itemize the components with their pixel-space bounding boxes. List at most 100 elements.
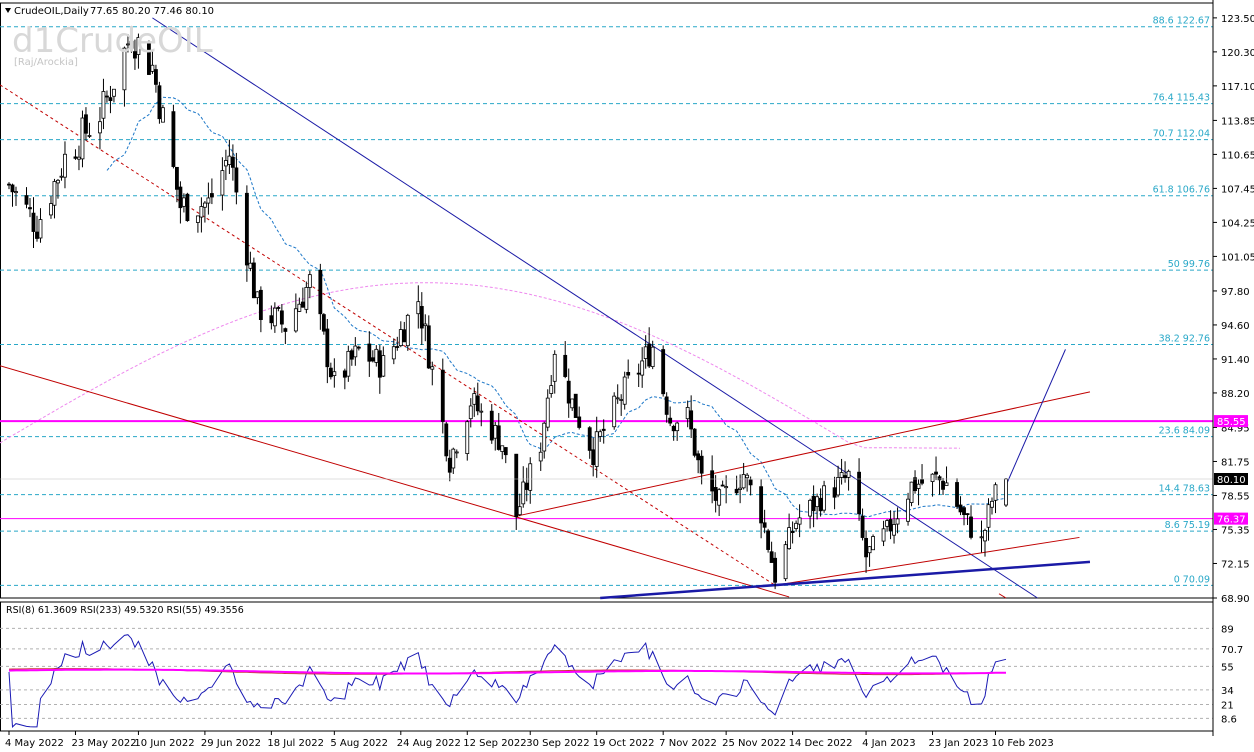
candle[interactable] xyxy=(846,469,851,491)
candle[interactable] xyxy=(906,492,910,526)
candle[interactable] xyxy=(913,470,917,494)
candle[interactable] xyxy=(126,33,130,53)
candle[interactable] xyxy=(549,375,554,398)
candle[interactable] xyxy=(955,478,959,510)
candle[interactable] xyxy=(479,403,484,427)
candle[interactable] xyxy=(395,336,400,351)
candle[interactable] xyxy=(202,201,207,223)
candle[interactable] xyxy=(832,476,837,510)
candle[interactable] xyxy=(234,152,239,205)
trendline-channel-lower[interactable] xyxy=(775,536,1080,586)
candle[interactable] xyxy=(391,338,396,365)
candle[interactable] xyxy=(367,331,372,377)
candle[interactable] xyxy=(615,384,620,404)
candle[interactable] xyxy=(500,445,505,460)
candle[interactable] xyxy=(762,509,767,534)
candle[interactable] xyxy=(601,419,606,444)
candle[interactable] xyxy=(570,398,575,411)
candle[interactable] xyxy=(983,528,987,557)
candle[interactable] xyxy=(797,504,802,538)
candle[interactable] xyxy=(594,416,599,478)
candle[interactable] xyxy=(881,520,886,547)
candle[interactable] xyxy=(220,157,225,211)
candle[interactable] xyxy=(444,421,449,462)
candle[interactable] xyxy=(787,513,792,550)
candle[interactable] xyxy=(209,178,214,205)
candle[interactable] xyxy=(958,496,963,516)
candle[interactable] xyxy=(528,457,533,504)
candle[interactable] xyxy=(822,480,827,513)
candle[interactable] xyxy=(251,257,256,299)
candle[interactable] xyxy=(892,511,896,544)
candle[interactable] xyxy=(640,347,645,388)
candle[interactable] xyxy=(59,168,64,181)
candle[interactable] xyxy=(860,508,865,541)
candle[interactable] xyxy=(521,466,526,508)
candle[interactable] xyxy=(49,196,53,219)
candle[interactable] xyxy=(353,337,358,366)
candle[interactable] xyxy=(272,302,277,333)
candle[interactable] xyxy=(283,327,288,345)
candle[interactable] xyxy=(98,107,102,150)
candle[interactable] xyxy=(77,145,81,171)
candle[interactable] xyxy=(175,166,179,203)
candle[interactable] xyxy=(465,419,470,461)
candle[interactable] xyxy=(426,315,431,370)
candle[interactable] xyxy=(685,400,690,428)
candle[interactable] xyxy=(349,348,354,366)
candle[interactable] xyxy=(293,293,298,333)
candle[interactable] xyxy=(161,104,165,123)
candle[interactable] xyxy=(377,344,382,394)
candle[interactable] xyxy=(888,510,893,540)
candle[interactable] xyxy=(87,122,92,138)
candle[interactable] xyxy=(454,449,459,459)
candle[interactable] xyxy=(374,345,379,367)
candle[interactable] xyxy=(356,345,361,351)
candle[interactable] xyxy=(328,362,333,380)
candle[interactable] xyxy=(675,421,680,441)
candle[interactable] xyxy=(818,488,823,517)
candle[interactable] xyxy=(941,477,945,495)
candle[interactable] xyxy=(990,497,994,515)
candle[interactable] xyxy=(783,540,788,582)
candle[interactable] xyxy=(248,251,253,272)
candle[interactable] xyxy=(871,534,875,551)
candle[interactable] xyxy=(195,215,200,233)
candle[interactable] xyxy=(447,449,452,482)
candle[interactable] xyxy=(993,482,998,514)
candle[interactable] xyxy=(24,187,29,209)
candle[interactable] xyxy=(496,412,501,451)
candle[interactable] xyxy=(80,110,85,168)
candle[interactable] xyxy=(944,466,949,486)
candle[interactable] xyxy=(304,281,309,314)
candle[interactable] xyxy=(930,473,935,497)
candle[interactable] xyxy=(689,395,694,439)
candle[interactable] xyxy=(920,464,924,486)
candle[interactable] xyxy=(643,335,648,369)
trendline-channel-upper[interactable] xyxy=(516,391,1091,517)
candle[interactable] xyxy=(419,292,424,345)
candle[interactable] xyxy=(808,498,813,529)
candle[interactable] xyxy=(962,506,966,526)
candle[interactable] xyxy=(699,450,704,485)
candle[interactable] xyxy=(28,198,32,218)
candle[interactable] xyxy=(342,368,347,390)
candle[interactable] xyxy=(381,346,386,378)
candle[interactable] xyxy=(717,488,722,517)
candle[interactable] xyxy=(122,46,127,107)
candle[interactable] xyxy=(661,345,666,397)
candle[interactable] xyxy=(63,141,67,189)
candle[interactable] xyxy=(157,81,162,124)
candle[interactable] xyxy=(297,297,302,312)
candle[interactable] xyxy=(671,424,676,441)
candle[interactable] xyxy=(538,442,543,471)
candle[interactable] xyxy=(503,447,508,464)
trendline-downtrend[interactable] xyxy=(152,17,1038,599)
candle[interactable] xyxy=(563,341,568,379)
candle[interactable] xyxy=(423,314,428,342)
trendline-long-red[interactable] xyxy=(0,364,790,598)
candle[interactable] xyxy=(517,493,522,517)
candle[interactable] xyxy=(133,39,137,70)
candle[interactable] xyxy=(181,193,186,213)
candle[interactable] xyxy=(440,358,445,434)
